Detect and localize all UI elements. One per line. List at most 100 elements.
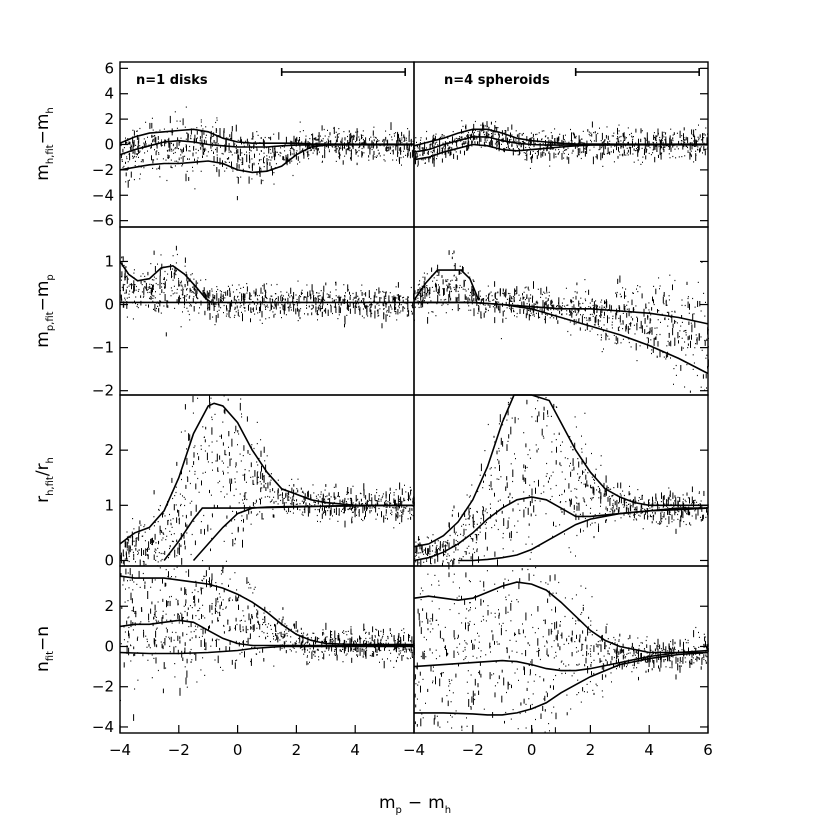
scatter-point [412,140,414,142]
scatter-point [166,179,168,182]
scatter-point [473,138,475,140]
scatter-point [391,296,393,298]
scatter-point [184,284,186,288]
scatter-point [595,307,597,309]
scatter-point [132,129,134,131]
scatter-point [532,295,534,299]
scatter-point [299,503,301,505]
scatter-point [633,136,634,138]
scatter-point [567,304,569,306]
scatter-point [382,493,384,495]
scatter-point [639,515,641,517]
scatter-point [295,152,297,160]
scatter-point [608,317,610,319]
scatter-point [700,503,702,510]
scatter-point [646,325,648,327]
scatter-point [155,552,157,554]
scatter-point [411,508,413,510]
scatter-point [673,383,674,385]
scatter-point [135,285,137,288]
scatter-point [393,492,395,494]
scatter-point [608,495,610,498]
scatter-point [141,159,143,161]
scatter-point [576,291,578,294]
scatter-point [255,307,257,311]
scatter-point [439,541,441,549]
scatter-point [439,294,441,296]
scatter-point [279,307,281,309]
scatter-point [186,273,187,275]
scatter-point [557,137,559,146]
scatter-point [600,339,602,341]
scatter-point [318,306,320,311]
scatter-point [225,161,227,164]
scatter-point [358,299,360,301]
scatter-point [539,143,541,151]
scatter-point [705,301,706,303]
scatter-point [375,503,377,505]
scatter-point [644,318,646,324]
scatter-point [541,138,543,140]
scatter-point [497,459,499,461]
scatter-point [288,496,290,498]
scatter-point [120,294,122,299]
scatter-point [457,304,459,312]
scatter-point [630,316,632,318]
scatter-point [509,492,511,496]
scatter-point [241,163,243,166]
scatter-point [310,308,312,310]
scatter-point [407,307,409,311]
scatter-point [340,140,342,142]
scatter-point [335,139,337,143]
scatter-point [681,135,683,137]
scatter-point [317,298,319,304]
scatter-point [448,250,450,255]
scatter-point [424,300,425,302]
scatter-point [220,298,222,303]
scatter-point [214,303,216,305]
scatter-point [365,142,367,144]
scatter-point [548,295,550,297]
scatter-point [700,336,702,338]
scatter-point [622,153,624,157]
scatter-point [341,510,342,512]
scatter-point [426,273,428,275]
scatter-point [402,306,404,312]
scatter-point [530,294,532,296]
scatter-point [236,511,237,515]
scatter-point [660,512,662,514]
scatter-point [646,137,648,144]
scatter-point [138,549,140,551]
scatter-point [129,141,131,145]
scatter-point [288,507,290,513]
scatter-point [686,281,688,285]
scatter-point [380,498,382,500]
scatter-point [599,315,600,317]
scatter-point [344,315,346,322]
scatter-point [220,293,222,300]
scatter-point [666,525,668,527]
scatter-point [589,302,591,304]
scatter-point [231,154,233,156]
scatter-point [228,431,230,437]
scatter-point [523,309,525,314]
scatter-point [335,295,337,297]
scatter-point [687,297,689,300]
scatter-point [556,305,557,307]
scatter-point [442,302,444,305]
scatter-point [269,309,271,312]
scatter-point [613,135,614,137]
scatter-point [644,137,646,144]
scatter-point [149,298,151,300]
scatter-point [403,150,405,152]
scatter-point [599,306,601,308]
scatter-point [487,304,489,306]
scatter-point [703,146,705,148]
scatter-point [673,145,675,147]
scatter-point [437,144,439,146]
scatter-point [545,297,547,299]
scatter-point [174,148,176,150]
scatter-point [278,132,280,140]
scatter-point [277,296,279,301]
scatter-point [248,176,250,184]
